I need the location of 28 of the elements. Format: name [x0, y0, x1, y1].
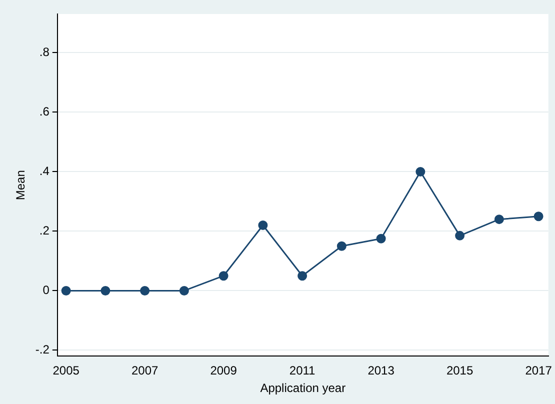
y-tick-label: .2 — [39, 224, 50, 238]
point — [258, 220, 268, 230]
x-tick-label: 2013 — [368, 364, 395, 378]
y-tick-label: -.2 — [35, 342, 50, 357]
x-tick-label: 2011 — [289, 364, 316, 378]
y-tick-label: .6 — [39, 104, 50, 119]
point — [494, 214, 504, 224]
y-tick-label: .4 — [39, 164, 50, 178]
point — [61, 286, 71, 296]
point — [218, 271, 228, 281]
point — [140, 286, 150, 296]
x-tick-label: 2015 — [446, 364, 474, 378]
x-tick-label: 2007 — [131, 364, 158, 378]
x-tick-label: 2017 — [525, 364, 552, 378]
point — [336, 241, 346, 251]
point — [298, 271, 308, 281]
y-axis-title: Mean — [14, 170, 28, 200]
x-tick-label: 2009 — [210, 364, 238, 378]
point — [100, 286, 110, 296]
x-tick-label: 2005 — [52, 364, 80, 378]
y-tick-label: 0 — [42, 283, 50, 298]
x-axis-title: Application year — [260, 381, 346, 396]
point — [455, 230, 465, 240]
point — [416, 166, 426, 176]
point — [376, 234, 386, 244]
point — [179, 286, 189, 296]
y-tick-label: .8 — [39, 44, 50, 59]
point — [534, 212, 544, 222]
